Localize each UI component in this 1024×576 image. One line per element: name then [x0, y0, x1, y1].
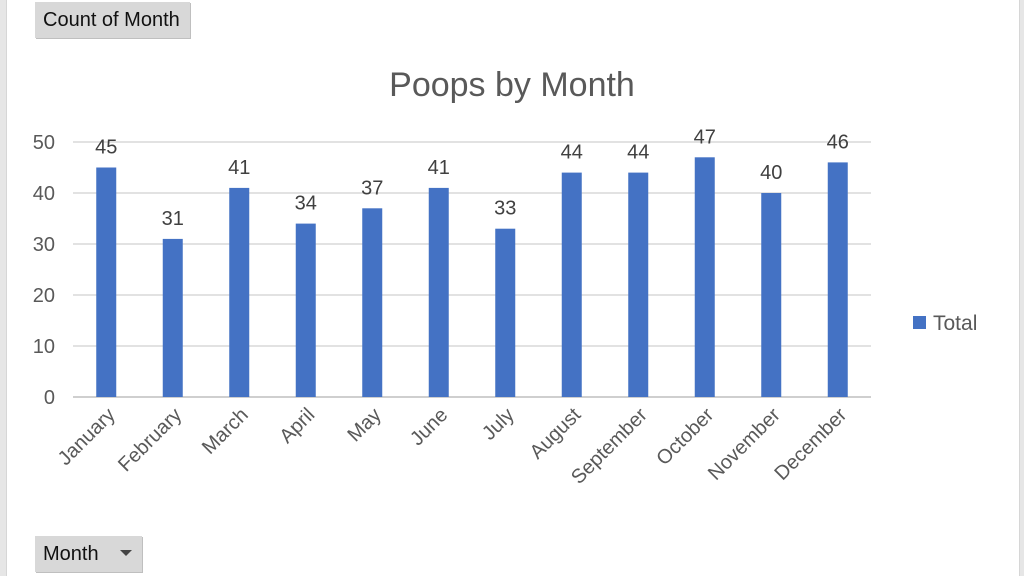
y-tick-label: 10 [33, 336, 55, 358]
legend-swatch-total [913, 316, 926, 329]
x-tick-label: March [198, 404, 253, 459]
bar[interactable] [495, 228, 516, 397]
x-tick-label: January [54, 404, 120, 470]
chart-svg: Poops by Month 0 10 20 30 40 50 45 31 41 34 37 41 3… [33, 66, 978, 489]
x-tick-label: July [478, 404, 519, 445]
data-label: 37 [361, 177, 383, 199]
bar[interactable] [96, 167, 117, 398]
gridlines [73, 141, 871, 398]
data-label: 44 [627, 142, 649, 164]
data-label: 33 [494, 198, 516, 220]
y-tick-label: 0 [44, 387, 55, 409]
data-label: 44 [561, 142, 583, 164]
bar[interactable] [362, 208, 383, 397]
bar[interactable] [428, 187, 449, 397]
data-labels: 45 31 41 34 37 41 33 44 44 47 40 46 [95, 126, 849, 230]
legend[interactable]: Total [913, 312, 977, 335]
bar[interactable] [162, 238, 183, 397]
bar[interactable] [628, 172, 649, 397]
x-tick-label: May [344, 404, 386, 446]
legend-label-total: Total [933, 312, 977, 335]
data-label: 46 [827, 131, 849, 153]
data-label: 31 [162, 208, 184, 230]
data-label: 41 [228, 157, 250, 179]
y-tick-label: 20 [33, 285, 55, 307]
bar[interactable] [295, 223, 316, 397]
x-tick-label: April [275, 404, 319, 448]
y-tick-label: 30 [33, 234, 55, 256]
data-label: 47 [694, 126, 716, 148]
bar[interactable] [761, 193, 782, 397]
value-field-label: Count of Month [43, 9, 180, 31]
sheet-edge [0, 0, 6, 576]
bar[interactable] [827, 162, 848, 397]
pivot-chart[interactable]: Poops by Month 0 10 20 30 40 50 45 31 41 34 37 41 3… [6, 0, 1020, 576]
y-axis-ticks: 0 10 20 30 40 50 [33, 132, 55, 409]
bar[interactable] [561, 172, 582, 397]
axis-field-button[interactable]: Month [35, 536, 143, 572]
chart-title: Poops by Month [389, 66, 635, 104]
y-tick-label: 40 [33, 183, 55, 205]
x-tick-label: October [652, 404, 718, 470]
x-tick-label: August [526, 404, 586, 464]
value-field-button[interactable]: Count of Month [35, 2, 190, 38]
bar[interactable] [229, 187, 250, 397]
x-tick-label: June [406, 404, 452, 450]
data-label: 41 [428, 157, 450, 179]
dropdown-arrow-icon[interactable] [120, 549, 133, 556]
bar[interactable] [694, 157, 715, 397]
x-tick-label: February [114, 404, 186, 476]
data-label: 34 [295, 193, 317, 215]
x-tick-label: December [770, 404, 851, 485]
y-tick-label: 50 [33, 132, 55, 154]
data-label: 40 [760, 162, 782, 184]
bars[interactable] [96, 157, 848, 397]
data-label: 45 [95, 137, 117, 159]
axis-field-label: Month [43, 543, 99, 565]
